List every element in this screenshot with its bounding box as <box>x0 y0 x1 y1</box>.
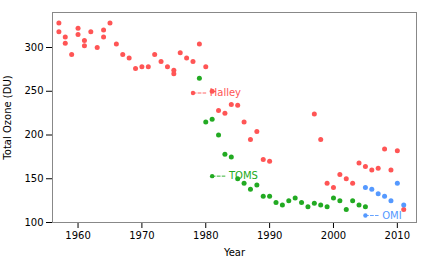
svg-text:Halley: Halley <box>210 87 241 98</box>
svg-text:200: 200 <box>24 129 43 140</box>
svg-text:Year: Year <box>223 247 246 258</box>
svg-text:1990: 1990 <box>257 230 282 241</box>
svg-text:1960: 1960 <box>65 230 90 241</box>
svg-text:1970: 1970 <box>129 230 154 241</box>
svg-text:2010: 2010 <box>385 230 410 241</box>
svg-text:2000: 2000 <box>321 230 346 241</box>
svg-text:300: 300 <box>24 42 43 53</box>
svg-text:OMI: OMI <box>382 210 401 221</box>
svg-text:150: 150 <box>24 173 43 184</box>
svg-text:100: 100 <box>24 217 43 228</box>
svg-text:TOMS: TOMS <box>228 170 258 181</box>
svg-text:250: 250 <box>24 85 43 96</box>
svg-text:1980: 1980 <box>193 230 218 241</box>
svg-text:Total Ozone (DU): Total Ozone (DU) <box>2 75 13 160</box>
